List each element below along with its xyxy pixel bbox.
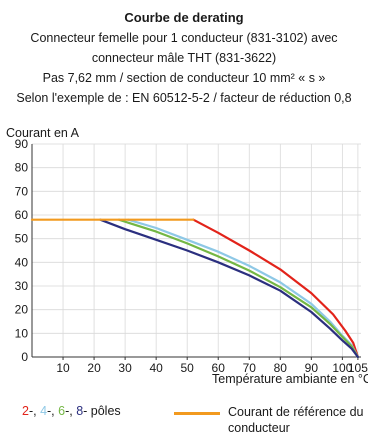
legend-pole-8: 8 bbox=[76, 404, 84, 418]
x-axis-label: Température ambiante en °C bbox=[212, 372, 368, 386]
chart-subtitle-2: connecteur mâle THT (831-3622) bbox=[91, 51, 277, 65]
y-tick-label: 80 bbox=[15, 161, 29, 175]
y-axis-label: Courant en A bbox=[6, 126, 79, 140]
x-tick-label: 100 bbox=[332, 361, 352, 375]
legend-reference-swatch bbox=[174, 412, 220, 415]
x-tick-label: 105 bbox=[348, 361, 368, 375]
chart-subtitle-3: Pas 7,62 mm / section de conducteur 10 m… bbox=[42, 71, 326, 85]
y-tick-label: 50 bbox=[15, 232, 29, 246]
legend-poles: 2-, 4-, 6-, 8- pôles bbox=[22, 404, 121, 418]
legend-separator: -, bbox=[65, 404, 77, 418]
series-8-poles-line bbox=[99, 218, 359, 359]
legend-pole-4: 4 bbox=[40, 404, 48, 418]
legend-separator: -, bbox=[28, 404, 41, 418]
x-tick-label: 60 bbox=[212, 361, 226, 375]
series-6-poles-line bbox=[117, 218, 359, 359]
series-2-poles-line bbox=[192, 218, 359, 359]
y-tick-label: 20 bbox=[15, 303, 29, 317]
series-4-poles-line bbox=[127, 218, 359, 359]
y-tick-label: 60 bbox=[15, 208, 29, 222]
x-tick-label: 50 bbox=[181, 361, 195, 375]
legend-separator: - bbox=[83, 404, 91, 418]
y-tick-label: 30 bbox=[15, 279, 29, 293]
x-tick-label: 30 bbox=[118, 361, 132, 375]
y-tick-label: 10 bbox=[15, 326, 29, 340]
x-tick-label: 10 bbox=[56, 361, 70, 375]
y-tick-label: 90 bbox=[15, 137, 29, 151]
y-tick-label: 70 bbox=[15, 184, 29, 198]
x-tick-label: 80 bbox=[274, 361, 288, 375]
x-tick-label: 70 bbox=[243, 361, 257, 375]
y-tick-label: 0 bbox=[21, 350, 28, 364]
x-tick-label: 20 bbox=[87, 361, 101, 375]
chart-titles: Courbe de derating Connecteur femelle po… bbox=[0, 8, 368, 108]
legend-reference-label: Courant de référence du conducteur bbox=[228, 405, 364, 435]
chart-title: Courbe de derating bbox=[124, 10, 244, 25]
legend-pole-6: 6 bbox=[58, 404, 66, 418]
x-tick-label: 90 bbox=[305, 361, 319, 375]
legend-pole-2: 2 bbox=[22, 404, 29, 418]
chart-subtitle-1: Connecteur femelle pour 1 conducteur (83… bbox=[30, 31, 338, 45]
legend-poles-suffix: pôles bbox=[90, 404, 121, 418]
chart-subtitle-4: Selon l'exemple de : EN 60512-5-2 / fact… bbox=[16, 91, 352, 105]
x-tick-label: 40 bbox=[149, 361, 163, 375]
legend-separator: -, bbox=[47, 404, 59, 418]
y-tick-label: 40 bbox=[15, 255, 29, 269]
